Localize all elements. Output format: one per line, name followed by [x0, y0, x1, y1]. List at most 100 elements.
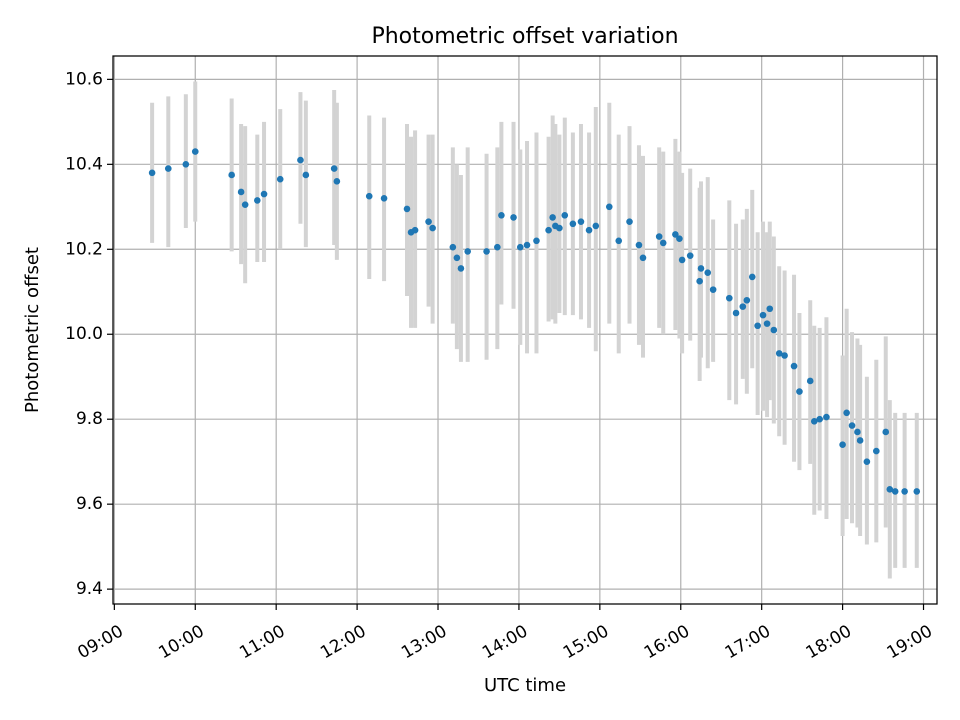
data-point — [615, 237, 623, 245]
data-point — [639, 254, 647, 262]
data-point — [635, 241, 643, 249]
x-tick-label: 15:00 — [560, 621, 612, 663]
data-point — [856, 437, 864, 444]
x-tick-label: 19:00 — [884, 621, 936, 663]
data-point — [672, 231, 679, 238]
data-point — [863, 458, 871, 465]
data-point — [483, 248, 490, 255]
x-tick-label: 13:00 — [398, 621, 450, 663]
x-tick-label: 16:00 — [641, 621, 693, 663]
data-point — [655, 233, 663, 240]
data-point — [182, 161, 190, 168]
data-point — [228, 171, 235, 179]
x-tick-label: 18:00 — [803, 621, 855, 663]
data-point — [561, 212, 569, 219]
data-point — [556, 224, 563, 232]
x-tick-label: 14:00 — [479, 621, 531, 663]
y-axis-ticks: 9.4 9.6 9.8 10.0 10.2 10.4 10.6 — [65, 69, 113, 599]
data-point — [810, 418, 818, 425]
y-tick-label: 9.4 — [76, 579, 103, 599]
data-point — [302, 171, 310, 179]
x-tick-label: 17:00 — [722, 621, 774, 663]
data-point — [457, 265, 465, 272]
data-point — [254, 197, 261, 204]
data-point — [605, 203, 613, 211]
data-point — [743, 296, 751, 304]
data-point — [569, 220, 577, 228]
y-axis-label: Photometric offset — [22, 247, 43, 413]
data-point — [237, 188, 245, 196]
data-point — [411, 226, 419, 234]
data-point — [626, 218, 633, 225]
data-point — [816, 415, 823, 423]
data-point — [754, 322, 761, 330]
x-tick-label: 11:00 — [236, 621, 288, 663]
data-point — [577, 218, 585, 225]
plot-frame — [112, 55, 938, 605]
x-axis-label: UTC time — [484, 675, 566, 696]
data-point — [873, 447, 880, 455]
data-point — [585, 226, 593, 234]
data-point — [330, 165, 338, 172]
data-point — [696, 277, 703, 285]
x-tick-label: 09:00 — [74, 621, 126, 663]
data-point — [549, 214, 556, 221]
data-point — [726, 294, 733, 302]
data-point — [882, 428, 890, 436]
data-point — [276, 175, 284, 183]
data-point — [854, 428, 861, 436]
data-point — [333, 178, 341, 185]
data-point — [365, 192, 373, 200]
y-tick-label: 10.6 — [65, 69, 103, 89]
data-point — [886, 486, 894, 493]
data-point — [790, 362, 798, 370]
data-point — [297, 156, 304, 164]
data-point — [510, 214, 517, 221]
data-point — [686, 252, 694, 259]
data-point — [839, 441, 846, 448]
data-point — [164, 165, 172, 172]
data-point — [770, 326, 778, 334]
data-point — [759, 311, 767, 319]
data-point — [498, 212, 505, 219]
data-point — [709, 286, 717, 293]
data-point — [891, 488, 899, 495]
data-point — [823, 413, 830, 421]
y-tick-label: 9.6 — [76, 494, 103, 514]
data-point — [766, 305, 774, 313]
y-tick-label: 10.0 — [65, 324, 103, 344]
y-tick-label: 9.8 — [76, 409, 103, 429]
y-tick-label: 10.4 — [65, 154, 103, 174]
data-point — [453, 254, 461, 262]
data-point — [403, 205, 411, 213]
data-point — [191, 148, 199, 155]
data-point — [901, 488, 908, 495]
data-point — [425, 218, 432, 225]
data-points — [148, 148, 921, 495]
y-tick-label: 10.2 — [65, 239, 103, 259]
data-point — [763, 320, 771, 327]
data-point — [806, 377, 814, 385]
data-point — [697, 265, 705, 272]
data-point — [592, 222, 600, 230]
data-point — [796, 388, 803, 395]
data-point — [516, 243, 524, 251]
data-point — [241, 201, 249, 208]
data-point — [148, 169, 156, 177]
chart-title: Photometric offset variation — [371, 24, 678, 49]
data-point — [545, 226, 552, 234]
data-point — [676, 235, 683, 242]
data-point — [848, 422, 856, 429]
data-point — [678, 256, 686, 264]
data-point — [494, 243, 501, 251]
data-point — [843, 409, 850, 417]
data-point — [523, 241, 531, 249]
data-point — [533, 237, 540, 245]
data-point — [380, 195, 388, 202]
x-tick-label: 12:00 — [317, 621, 369, 663]
data-point — [775, 350, 783, 357]
data-point — [659, 239, 667, 247]
data-point — [260, 190, 268, 198]
data-point — [781, 352, 788, 359]
